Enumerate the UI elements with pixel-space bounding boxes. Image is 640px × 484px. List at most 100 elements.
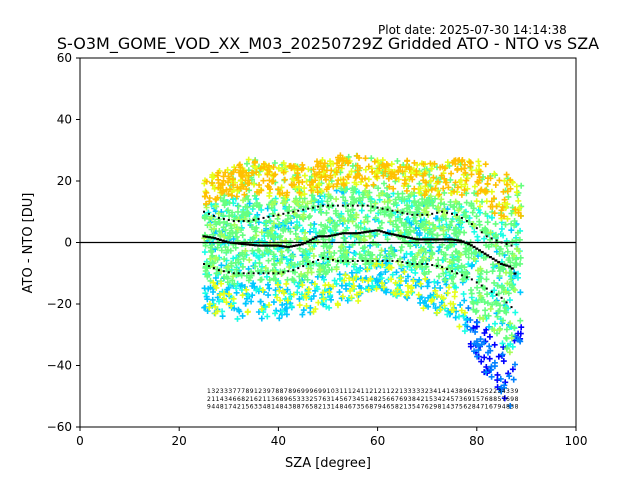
count-label: 3 <box>510 404 514 411</box>
x-tick-label: 40 <box>271 434 286 448</box>
count-label: 7 <box>352 404 356 411</box>
upper-std-line-mark <box>396 210 399 213</box>
upper-std-line-mark <box>495 239 498 242</box>
mean-line-mark <box>347 232 351 235</box>
mean-line-mark <box>409 237 413 240</box>
count-label: 4 <box>446 396 450 403</box>
mean-line-mark <box>458 239 462 242</box>
lower-std-line-mark <box>267 272 270 275</box>
mean-line-mark <box>363 231 367 234</box>
count-label: 3 <box>472 388 476 395</box>
lower-std-line-mark <box>490 290 493 293</box>
count-label: 9 <box>433 404 437 411</box>
count-label: 7 <box>228 404 232 411</box>
lower-std-line-mark <box>426 263 429 266</box>
lower-std-line-mark <box>232 272 235 275</box>
mean-line-mark <box>232 241 236 245</box>
mean-line-mark <box>207 236 211 239</box>
mean-line-mark <box>267 244 271 247</box>
mean-line-mark <box>336 233 340 236</box>
count-label: 4 <box>335 396 339 403</box>
mean-line-mark <box>426 238 430 241</box>
mean-line-mark <box>287 245 291 249</box>
upper-std-line-mark <box>401 211 404 214</box>
count-label: 2 <box>442 396 446 403</box>
count-label: 1 <box>485 404 489 411</box>
count-label: 1 <box>207 388 211 395</box>
mean-line-mark <box>467 242 471 246</box>
lower-std-line-mark <box>247 272 250 275</box>
count-label: 0 <box>331 388 335 395</box>
mean-line-mark <box>243 243 247 246</box>
x-axis-label: SZA [degree] <box>285 456 371 471</box>
count-label: 5 <box>450 396 454 403</box>
upper-std-line-mark <box>411 213 414 216</box>
count-label: 5 <box>292 396 296 403</box>
count-label: 8 <box>292 404 296 411</box>
upper-std-line-mark <box>406 212 409 215</box>
mean-line-mark <box>355 232 359 235</box>
count-label: 6 <box>348 404 352 411</box>
count-label: 1 <box>425 396 429 403</box>
count-label: 9 <box>515 388 519 395</box>
count-label: 9 <box>284 396 288 403</box>
count-label: 3 <box>459 396 463 403</box>
count-label: 3 <box>429 388 433 395</box>
upper-std-line-mark <box>257 217 260 220</box>
mean-line-mark <box>259 244 263 247</box>
count-label: 2 <box>258 396 262 403</box>
lower-std-line-mark <box>386 259 389 262</box>
lower-std-line-mark <box>510 306 513 309</box>
mean-line-mark <box>505 264 509 267</box>
count-label: 2 <box>318 404 322 411</box>
count-label: 9 <box>301 388 305 395</box>
count-label: 3 <box>228 388 232 395</box>
y-tick-label: 40 <box>57 113 72 127</box>
count-label: 8 <box>515 396 519 403</box>
count-label: 3 <box>408 404 412 411</box>
upper-std-line-mark <box>505 243 508 246</box>
mean-line-mark <box>317 235 321 238</box>
mean-line-mark <box>377 229 381 232</box>
upper-std-line-mark <box>252 218 255 221</box>
mean-line-mark <box>382 231 386 234</box>
lower-std-line-mark <box>307 263 310 266</box>
upper-std-line-mark <box>475 227 478 230</box>
mean-line-mark <box>407 236 411 239</box>
count-label: 6 <box>485 396 489 403</box>
count-label: 5 <box>310 404 314 411</box>
count-label: 2 <box>395 388 399 395</box>
lower-std-line-mark <box>475 281 478 284</box>
count-label: 8 <box>493 396 497 403</box>
count-label: 8 <box>280 404 284 411</box>
upper-std-line-mark <box>292 210 295 213</box>
mean-line-mark <box>349 232 353 235</box>
upper-std-line-mark <box>322 204 325 207</box>
mean-line-mark <box>508 265 512 268</box>
x-tick-label: 0 <box>76 434 84 448</box>
count-label: 2 <box>493 388 497 395</box>
scatter-marker-group <box>202 152 524 220</box>
upper-std-line-mark <box>421 213 424 216</box>
upper-std-line-mark <box>381 207 384 210</box>
lower-std-line-mark <box>421 263 424 266</box>
count-label: 4 <box>446 404 450 411</box>
count-label: 1 <box>254 388 258 395</box>
lower-std-line-mark <box>411 263 414 266</box>
count-label: 3 <box>224 396 228 403</box>
lower-std-line-mark <box>401 260 404 263</box>
count-label: 5 <box>382 396 386 403</box>
count-label: 1 <box>339 388 343 395</box>
x-tick-label: 20 <box>172 434 187 448</box>
count-label: 7 <box>480 404 484 411</box>
mean-line-mark <box>300 243 304 246</box>
count-label: 7 <box>502 396 506 403</box>
count-label: 4 <box>228 396 232 403</box>
upper-std-line-mark <box>490 237 493 240</box>
count-label: 3 <box>305 396 309 403</box>
scatter-points <box>201 152 525 409</box>
lower-std-line-mark <box>262 272 265 275</box>
upper-std-line-mark <box>341 204 344 207</box>
upper-std-line-mark <box>361 204 364 207</box>
